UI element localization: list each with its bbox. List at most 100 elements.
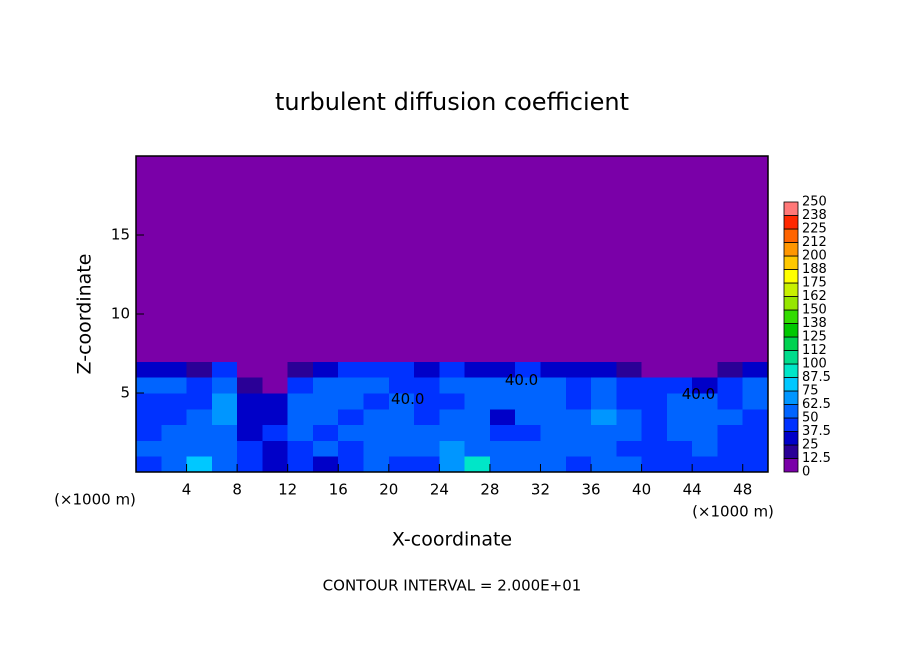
colorbar-segment: [783, 404, 799, 419]
cell: [312, 377, 339, 394]
cell: [186, 424, 213, 441]
colorbar-segment: [783, 215, 799, 230]
cell: [515, 424, 541, 441]
cell: [186, 408, 213, 426]
colorbar-segment: [783, 201, 799, 216]
y-axis-label: Z-coordinate: [74, 254, 96, 375]
colorbar-label: 50: [802, 411, 819, 426]
contour-label: 40.0: [682, 385, 715, 403]
cell: [186, 456, 213, 473]
colorbar-segment: [783, 363, 799, 378]
colorbar-label: 112: [802, 343, 827, 358]
cell: [262, 393, 289, 410]
cell: [565, 156, 592, 362]
cell: [237, 440, 263, 457]
cell: [287, 361, 314, 378]
cell: [591, 456, 617, 473]
cell: [388, 377, 415, 394]
cell: [363, 361, 390, 378]
cell: [742, 393, 769, 410]
cell: [237, 424, 263, 441]
cell: [414, 156, 440, 362]
cell: [237, 393, 263, 410]
cell: [616, 408, 643, 426]
cell: [591, 408, 617, 426]
cell: [591, 377, 617, 394]
cell: [464, 361, 491, 378]
cell: [439, 424, 466, 441]
colorbar-label: 138: [802, 316, 827, 331]
cell: [666, 440, 693, 457]
cell: [540, 408, 567, 426]
cell: [237, 408, 263, 426]
cell: [388, 456, 415, 473]
cell: [692, 361, 718, 378]
cell: [641, 393, 668, 410]
cell: [742, 424, 769, 441]
cell: [161, 440, 188, 457]
colorbar-label: 87.5: [802, 370, 831, 385]
cell: [338, 156, 365, 362]
cell: [515, 408, 541, 426]
cell: [414, 377, 440, 394]
cell: [312, 393, 339, 410]
cell: [692, 377, 718, 394]
cell: [161, 156, 188, 362]
cell: [692, 424, 718, 441]
cell: [742, 440, 769, 457]
cell: [540, 377, 567, 394]
cell: [489, 377, 516, 394]
cell: [439, 456, 466, 473]
cell: [363, 440, 390, 457]
cell: [414, 440, 440, 457]
cell: [515, 361, 541, 378]
cell: [363, 424, 390, 441]
cell: [312, 440, 339, 457]
cell: [312, 424, 339, 441]
cell: [338, 361, 365, 378]
cell: [717, 456, 744, 473]
cell: [692, 393, 718, 410]
cell: [262, 361, 289, 378]
cell: [717, 408, 744, 426]
colorbar-label: 125: [802, 330, 827, 345]
cell: [641, 424, 668, 441]
x-tick-label: 12: [278, 481, 297, 499]
colorbar-segment: [783, 255, 799, 270]
colorbar-segment: [783, 417, 799, 432]
cell: [312, 361, 339, 378]
cell: [692, 456, 718, 473]
cell: [161, 361, 188, 378]
cell: [237, 361, 263, 378]
cell: [439, 361, 466, 378]
x-tick-label: 32: [531, 481, 550, 499]
cell: [338, 377, 365, 394]
cell: [565, 361, 592, 378]
contour-label: 40.0: [505, 371, 538, 389]
colorbar-label: 200: [802, 249, 827, 264]
colorbar-label: 37.5: [802, 424, 831, 439]
cell: [540, 456, 567, 473]
cell: [237, 377, 263, 394]
cell: [489, 156, 516, 362]
x-axis-label: X-coordinate: [392, 529, 512, 551]
cell: [717, 393, 744, 410]
cell: [338, 440, 365, 457]
cell: [666, 156, 693, 362]
cell: [742, 156, 769, 362]
cell: [211, 156, 238, 362]
cell: [136, 393, 162, 410]
cell: [717, 377, 744, 394]
cell: [262, 156, 289, 362]
cell: [161, 408, 188, 426]
cell: [439, 393, 466, 410]
cell: [136, 156, 162, 362]
cell: [641, 456, 668, 473]
cell: [262, 424, 289, 441]
cell: [641, 377, 668, 394]
cell: [666, 408, 693, 426]
cell: [161, 424, 188, 441]
cell: [186, 393, 213, 410]
cell: [388, 393, 415, 410]
cell: [186, 156, 213, 362]
